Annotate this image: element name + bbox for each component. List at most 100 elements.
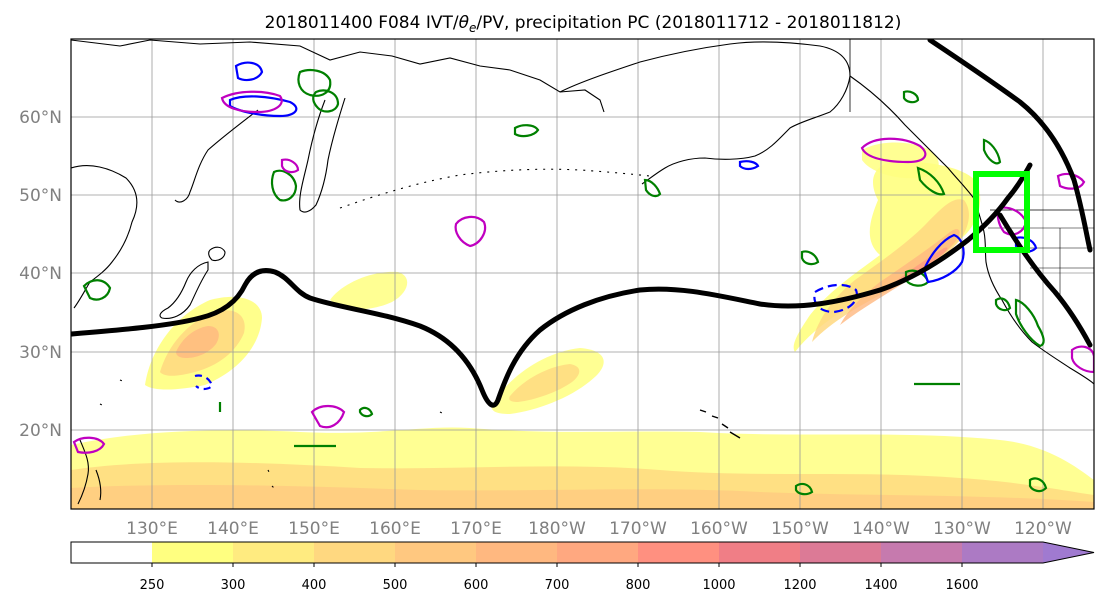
coastline-okhotsk [174,109,259,203]
lon-label-150w: 150°W [771,519,829,539]
lon-label-180w: 180°W [528,519,586,539]
graticule [71,39,1094,509]
lon-label-130e: 130°E [126,519,178,539]
colorbar-label: 700 [545,578,570,593]
theta-e-contour-11 [1014,298,1045,348]
colorbar [70,541,1095,567]
coastline-china-korea [71,165,138,309]
map-layers [71,39,1094,509]
ivt-region-tropical-band-inner [71,484,1094,509]
theta-e-contour-9 [800,250,820,266]
coastline-north-america [974,199,1094,385]
colorbar-label: 1200 [783,578,816,593]
colorbar-label: 1600 [945,578,978,593]
lat-label-40n: 40°N [19,264,62,284]
colorbar-segment [476,542,558,563]
coastline-kamchatka [299,97,346,213]
pv-contour-blue-6 [813,283,858,314]
pv-contour-magenta-4 [860,137,927,164]
pv-contours-magenta [72,90,1094,454]
coastlines [71,39,1094,505]
lon-label-140w: 140°W [852,519,910,539]
colorbar-segment [71,542,152,563]
colorbar-segment [233,542,315,563]
pv-contour-blue-3 [738,160,760,171]
target-region-box [973,171,1030,253]
colorbar-label: 500 [383,578,408,593]
pv-contour-magenta-3 [454,215,487,248]
ivt-region-north-plume [330,271,408,310]
colorbar-segment [395,542,477,563]
colorbar-label: 600 [464,578,489,593]
pv-contour-magenta-8 [310,404,346,429]
lat-label-30n: 30°N [19,343,62,363]
colorbar-label: 250 [140,578,165,593]
lon-label-120w: 120°W [1014,519,1072,539]
pv-contour-magenta-1 [220,90,283,114]
lon-label-160e: 160°E [369,519,421,539]
lon-label-140e: 140°E [207,519,259,539]
theta-e-contour-5 [643,178,662,198]
colorbar-label: 300 [221,578,246,593]
coastline-aleutians [339,168,651,209]
colorbar-segment [881,542,963,563]
colorbar-label: 400 [302,578,327,593]
theta-e-contour-3 [270,169,298,202]
coastline-philippines [77,439,102,505]
coastline-hawaii [699,409,741,439]
pv-contour-blue-1 [234,61,264,82]
pv-contour-blue-7 [194,374,214,391]
colorbar-segment [719,542,801,563]
colorbar-segment [800,542,882,563]
theta-e-contour-8 [916,166,946,196]
lat-label-60n: 60°N [19,108,62,128]
latitude-labels: 60°N 50°N 40°N 30°N 20°N [19,108,62,441]
theta-e-contour-18 [358,406,374,418]
theta-e-contour-4 [513,124,540,138]
longitude-labels: 130°E 140°E 150°E 160°E 170°E 180°W 170°… [126,519,1072,539]
pv-contour-magenta-7 [1070,345,1094,374]
theta-e-contour-16 [794,482,814,496]
ivt-shading [71,142,1094,509]
theta-e-contour-6 [982,138,1002,165]
lat-label-20n: 20°N [19,421,62,441]
ivt-region-dateline-plume-core [509,364,580,402]
coastline-hokkaido [208,246,226,262]
ivt-region-japan-plume-inner [176,326,219,358]
colorbar-segment [962,542,1044,563]
jet-contour-main [71,162,1033,408]
colorbar-segment [638,542,720,563]
colorbar-extend-arrow [1043,542,1094,563]
colorbar-label: 1000 [702,578,735,593]
ivt-region-atmospheric-river-inner [840,229,960,325]
theta-e-contours [82,69,1048,496]
theta-e-contour-12 [994,297,1012,312]
colorbar-outline [70,541,1095,564]
map-title: 2018011400 F084 IVT/θe/PV, precipitation… [265,13,902,35]
coastline-japan [159,261,209,319]
lon-label-170w: 170°W [609,519,667,539]
border-us-states [988,227,1094,320]
lat-label-50n: 50°N [19,186,62,206]
colorbar-label: 1400 [864,578,897,593]
lon-label-150e: 150°E [288,519,340,539]
colorbar-segment [557,542,639,563]
pv-contour-magenta-2 [280,158,300,174]
theta-e-contour-13 [82,279,112,301]
colorbar-segment [314,542,396,563]
coastline-siberia [71,39,605,113]
pv-contour-magenta-5 [996,206,1028,236]
colorbar-labels: 250 300 400 500 600 700 800 1000 1200 14… [140,578,979,593]
map-frame [70,38,1095,510]
theta-e-contour-2 [312,89,340,113]
pv-contour-magenta-9 [72,436,106,454]
theta-e-contour-7 [902,90,920,104]
colorbar-segment [152,542,234,563]
coastline-alaska-panhandle [849,75,976,201]
lon-label-170e: 170°E [450,519,502,539]
lon-label-130w: 130°W [933,519,991,539]
coastline-alaska [559,41,851,185]
jet-contour-east [927,39,1093,253]
lon-label-160w: 160°W [690,519,748,539]
